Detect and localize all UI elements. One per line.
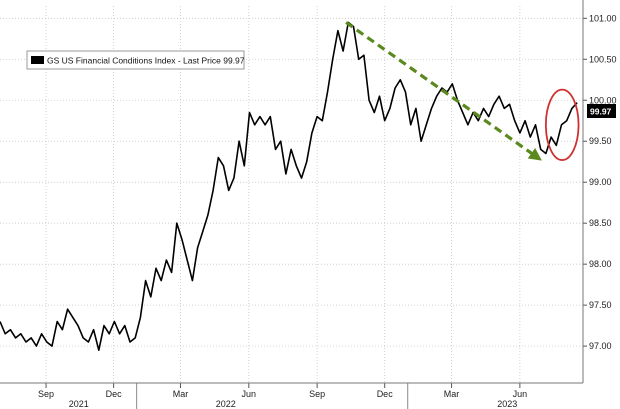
- annotations: [345, 21, 580, 161]
- y-tick-label: 97.50: [589, 300, 612, 310]
- x-tick-label: Mar: [173, 389, 189, 399]
- x-tick-label: Jun: [242, 389, 257, 399]
- series-line: [0, 21, 578, 351]
- y-tick-label: 100.00: [589, 95, 617, 105]
- year-label: 2022: [216, 399, 236, 409]
- x-tick-label: Sep: [38, 389, 54, 399]
- last-price-box: [587, 104, 616, 118]
- legend-swatch-2: [37, 56, 44, 64]
- y-tick-label: 101.00: [589, 13, 617, 23]
- x-tick-label: Dec: [106, 389, 123, 399]
- y-tick-label: 100.50: [589, 54, 617, 64]
- trend-arrow: [345, 21, 542, 161]
- year-label: 2021: [69, 399, 89, 409]
- series-layer: [0, 21, 578, 351]
- legend-swatch-1: [31, 56, 38, 64]
- y-tick-label: 97.00: [589, 341, 612, 351]
- legend: GS US Financial Conditions Index - Last …: [26, 50, 245, 70]
- legend-entry: GS US Financial Conditions Index - Last …: [47, 56, 245, 66]
- x-tick-label: Sep: [309, 389, 325, 399]
- highlight-circle: [544, 88, 580, 161]
- y-tick-label: 98.50: [589, 218, 612, 228]
- y-tick-label: 99.00: [589, 177, 612, 187]
- y-tick-label: 99.50: [589, 136, 612, 146]
- y-tick-label: 98.00: [589, 259, 612, 269]
- year-label: 2023: [497, 399, 517, 409]
- x-tick-label: Dec: [377, 389, 394, 399]
- last-price-text: 99.97: [590, 107, 612, 117]
- x-tick-label: Mar: [444, 389, 460, 399]
- last-price-label: 99.97: [587, 104, 616, 118]
- legend-box: [26, 50, 245, 70]
- x-tick-label: Jun: [513, 389, 528, 399]
- grid: [0, 6, 583, 383]
